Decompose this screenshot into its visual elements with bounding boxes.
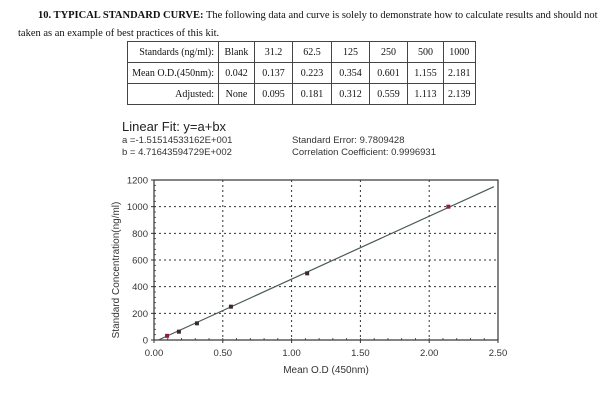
data-point <box>446 204 451 209</box>
table-cell: 0.559 <box>369 83 408 105</box>
y-tick-label: 1200 <box>127 176 148 187</box>
y-tick-label: 600 <box>132 256 148 267</box>
x-axis-label: Mean O.D (450nm) <box>283 365 369 376</box>
data-point <box>305 271 310 276</box>
x-tick-label: 1.00 <box>282 348 301 359</box>
heading-text-1: The following data and curve is solely t… <box>203 10 600 21</box>
heading-title: 10. TYPICAL STANDARD CURVE: <box>38 10 204 21</box>
data-point <box>176 329 181 334</box>
data-point <box>165 333 170 338</box>
y-tick-label: 0 <box>143 336 148 347</box>
y-axis-label: Standard Concentration(ng/ml) <box>111 202 122 339</box>
fit-std-error: Standard Error: 9.7809428 <box>292 135 405 146</box>
x-tick-label: 2.50 <box>489 348 508 359</box>
data-point <box>194 321 199 326</box>
x-tick-label: 1.50 <box>351 348 370 359</box>
data-point <box>228 304 233 309</box>
y-tick-label: 1000 <box>127 202 148 213</box>
y-tick-label: 800 <box>132 229 148 240</box>
fit-title: Linear Fit: y=a+bx <box>122 119 227 134</box>
fit-correlation: Correlation Coefficient: 0.9996931 <box>292 147 437 158</box>
standards-table: Standards (ng/ml): Blank 31.2 62.5 125 250 500… <box>127 41 476 105</box>
x-tick-label: 0.00 <box>145 348 164 359</box>
y-tick-label: 400 <box>132 282 148 293</box>
heading-text-2: taken as an example of best practices of… <box>18 28 220 39</box>
x-tick-label: 0.50 <box>214 348 233 359</box>
table-row: Adjusted: None 0.095 0.181 0.312 0.559 1.113 2.… <box>127 83 476 105</box>
x-tick-label: 2.00 <box>420 348 439 359</box>
fit-param-a: a =-1.51514533162E+001 <box>122 135 233 146</box>
table-row: Mean O.D.(450nm): 0.042 0.137 0.223 0.354 0.6… <box>127 62 476 84</box>
table-cell: 1.113 <box>407 83 444 105</box>
fit-line <box>158 186 495 341</box>
y-tick-label: 200 <box>132 309 148 320</box>
fit-param-b: b = 4.71643594729E+002 <box>122 147 232 158</box>
plot-frame <box>153 179 499 341</box>
table-cell: 2.139 <box>443 83 476 105</box>
